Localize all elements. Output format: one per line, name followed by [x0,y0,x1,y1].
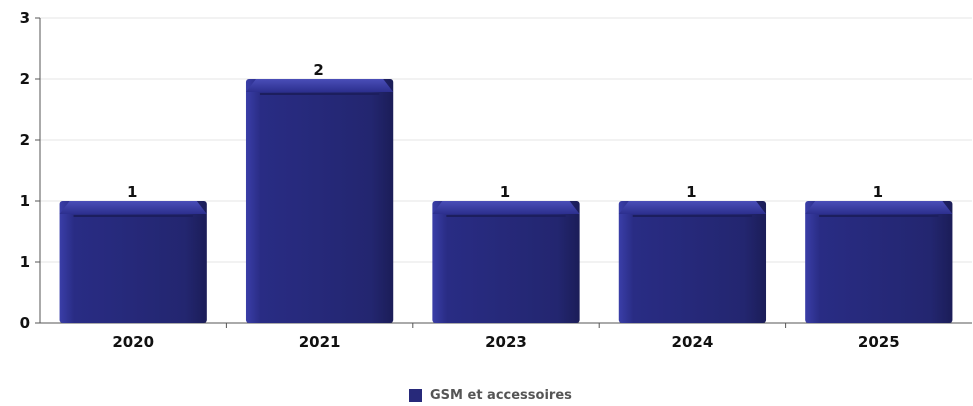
bar-top [59,201,207,214]
x-tick-label: 2024 [672,333,714,351]
bar-top [618,201,767,214]
x-tick-label: 2025 [858,333,900,351]
bar-front [59,201,207,323]
y-tick-label: 1 [20,253,30,271]
data-label: 1 [873,183,883,201]
data-label: 1 [500,183,510,201]
y-tick-label: 2 [20,70,30,88]
bar-top [432,201,580,214]
x-tick-labels: 2020 2021 2023 2024 2025 [112,333,899,351]
bars [59,79,953,323]
y-tick-label: 3 [20,9,30,27]
bar-top [805,201,953,214]
y-tick-labels: 0 1 1 2 2 3 [20,9,30,332]
y-tick-label: 2 [20,131,30,149]
y-tick-label: 0 [20,314,30,332]
legend-label: GSM et accessoires [430,388,572,403]
x-tick-label: 2021 [299,333,341,351]
bar-front [805,201,953,323]
y-tick-label: 1 [20,192,30,210]
data-labels: 1 2 1 1 1 [127,61,883,201]
data-label: 2 [313,61,323,79]
data-label: 1 [686,183,696,201]
x-tick-label: 2023 [485,333,527,351]
bar-front [618,201,767,323]
bar [618,201,767,323]
bar-top [245,79,394,92]
bar [245,79,394,323]
bar [805,201,953,323]
data-label: 1 [127,183,137,201]
bar [59,201,207,323]
bar-front [245,79,394,323]
legend: GSM et accessoires [409,388,572,403]
x-tick-label: 2020 [112,333,154,351]
bar-front [432,201,580,323]
bar [432,201,580,323]
bar-chart: 0 1 1 2 2 3 1 2 1 1 1 2020 2021 2023 2024 2025 [20,9,972,351]
legend-swatch [409,389,422,402]
